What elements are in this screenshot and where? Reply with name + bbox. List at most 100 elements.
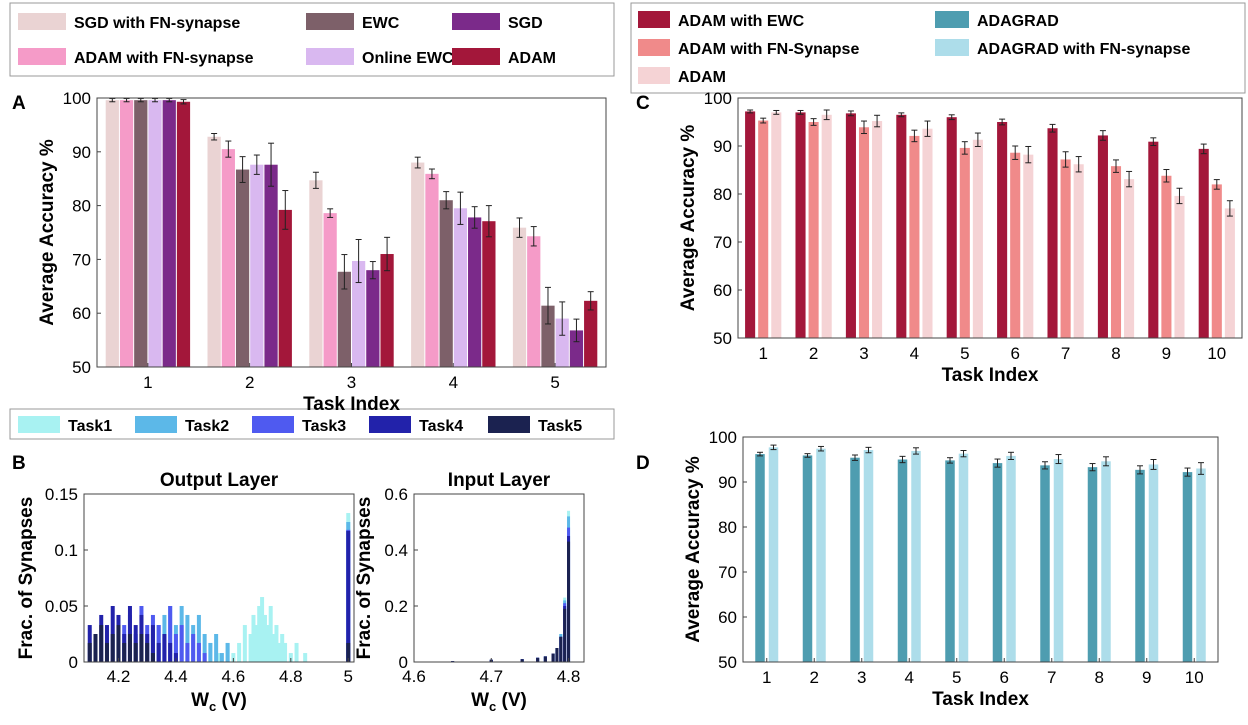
chart-d-bar (768, 447, 779, 662)
legend-c-item-label: ADAGRAD with FN-synapse (977, 41, 1190, 58)
legend-b-item-swatch (488, 416, 530, 433)
chart-c-bar (1148, 141, 1159, 338)
chart-b-input-xtick-label: 4.6 (402, 667, 426, 686)
chart-a-ytick-label: 100 (63, 89, 91, 108)
legend-a-item-swatch (18, 48, 66, 65)
chart-d-bar (992, 463, 1003, 662)
chart-b-output-hist-bar (251, 614, 256, 662)
chart-b-output-xlabel-main: W (191, 690, 209, 711)
chart-a-bar (512, 227, 527, 367)
legend-a-item-label: ADAM (508, 50, 556, 67)
chart-b-output-hist-bar (173, 653, 178, 662)
chart-d-xtick-label: 4 (905, 668, 914, 687)
chart-c-ytick-label: 50 (713, 329, 732, 348)
panel-d-chart: 50 60 70 80 90 100 1 2 3 4 5 6 7 8 9 10 Task Index Averag… (683, 428, 1219, 710)
chart-a-bar (453, 208, 468, 367)
chart-a-bar (411, 162, 425, 367)
chart-b-output-hist-bar (173, 634, 178, 662)
chart-b-output-hist-bar (283, 642, 288, 662)
panel-label-d: D (636, 453, 650, 474)
chart-b-output-hist-bar (346, 530, 351, 662)
chart-c-bar (845, 113, 856, 338)
chart-a-bar (352, 261, 366, 367)
chart-b-output-xtick-label: 5 (344, 667, 353, 686)
panel-label-a: A (12, 93, 26, 114)
chart-b-output-hist-bar (179, 625, 184, 662)
legend-b-item-label: Task1 (68, 418, 112, 435)
chart-b-input-hist-bar (543, 656, 547, 662)
chart-d-bar (1053, 459, 1064, 662)
chart-b-output-hist-bar (254, 625, 259, 662)
chart-b-output-hist-bar (110, 634, 115, 662)
legend-b-item-swatch (252, 416, 294, 433)
chart-a-ytick-label: 70 (72, 250, 91, 269)
chart-b-input-ytick-label: 0.4 (384, 541, 408, 560)
legend-c-item-swatch (638, 67, 670, 84)
legend-c-item-label: ADAM (678, 69, 726, 86)
chart-b-input-hist-bar (536, 657, 540, 662)
chart-d-bar (755, 454, 765, 662)
chart-b-output-xlabel-unit: (V) (216, 690, 247, 711)
chart-b-input-ytick-label: 0.2 (384, 597, 408, 616)
chart-c-xlabel: Task Index (942, 365, 1039, 386)
chart-d-bar (897, 459, 908, 662)
legend-c-item-swatch (638, 11, 670, 28)
chart-c-bar (1124, 179, 1135, 338)
chart-d-xtick-label: 2 (810, 668, 819, 687)
chart-d-bar (1135, 469, 1145, 662)
chart-b-output-axis-border (83, 493, 355, 663)
chart-b-output-hist-bar (271, 634, 276, 662)
chart-c-bar (997, 122, 1008, 338)
chart-a-bar (119, 100, 134, 367)
chart-c-bar (896, 114, 907, 338)
chart-a-xlabel: Task Index (303, 394, 400, 415)
chart-c-bar (1060, 159, 1071, 338)
chart-d-bar (1087, 467, 1098, 662)
legend-a-item-swatch (452, 48, 500, 65)
chart-c-xtick-label: 3 (859, 344, 868, 363)
chart-c-bar (771, 112, 782, 339)
chart-c-bar (808, 122, 819, 338)
chart-b-output-ytick-label: 0.05 (45, 597, 78, 616)
chart-b-output-xtick-label: 4.4 (164, 667, 188, 686)
legend-b-item-label: Task4 (419, 418, 463, 435)
legend-a-item-swatch (18, 13, 66, 30)
chart-a-bar (235, 169, 250, 367)
legends: SGD with FN-synapse EWC SGD ADAM with FN-sy… (18, 11, 1190, 435)
chart-b-output-hist-bar (346, 642, 351, 662)
panel-label-b: B (12, 453, 26, 474)
chart-c-bar (972, 139, 983, 338)
chart-c-bar (1174, 195, 1185, 338)
chart-b-output-hist-bar (208, 642, 213, 662)
legend-c-item-label: ADAM with FN-Synapse (678, 41, 859, 58)
chart-c-ylabel: Average Accuracy % (678, 125, 699, 312)
chart-b-input-ytick-label: 0 (399, 653, 408, 672)
chart-c-bar (821, 114, 832, 338)
chart-b-input-hist-bar (551, 653, 555, 662)
chart-b-output-hist-bar (196, 614, 201, 662)
chart-c-xtick-label: 10 (1207, 344, 1226, 363)
chart-a-bar (337, 271, 351, 367)
chart-c-xtick-label: 6 (1010, 344, 1019, 363)
chart-b-input-title: Input Layer (448, 470, 551, 491)
chart-b-input-xlabel: Wc (V) (471, 690, 527, 714)
chart-b-output-xtick-label: 4.8 (279, 667, 303, 686)
chart-b-output-hist-bar (257, 606, 262, 662)
chart-b-output-hist-bar (288, 653, 293, 662)
chart-d-axis-border (742, 436, 1219, 663)
chart-c-xtick-label: 9 (1162, 344, 1171, 363)
chart-b-output-hist-bar (168, 606, 173, 662)
chart-c-ytick-label: 80 (713, 185, 732, 204)
chart-b-output-hist-bar (191, 634, 196, 662)
chart-d-xtick-label: 7 (1047, 668, 1056, 687)
chart-d-ytick-label: 100 (709, 428, 737, 447)
chart-b-input-xlabel-unit: (V) (496, 690, 527, 711)
chart-c-bar (795, 112, 806, 339)
chart-a-bar (264, 164, 278, 367)
chart-b-output-hist-bar (196, 642, 201, 662)
chart-d-xtick-label: 1 (762, 668, 771, 687)
legend-c-item-swatch (935, 11, 969, 28)
chart-b-output-hist-bar (133, 642, 138, 662)
panel-a-chart: 50 60 70 80 90 100 1 2 3 4 5 Task Index Average Accu… (37, 89, 607, 415)
chart-b-input-ytick-label: 0.6 (384, 485, 408, 504)
